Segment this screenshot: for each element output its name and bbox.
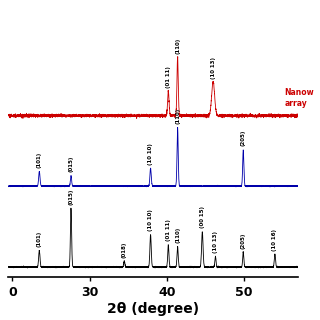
- Text: (10 10): (10 10): [148, 209, 153, 231]
- Text: (018): (018): [122, 241, 127, 258]
- Text: (015): (015): [68, 188, 74, 205]
- Text: (101): (101): [37, 152, 42, 168]
- Text: (015): (015): [68, 156, 74, 172]
- X-axis label: 2θ (degree): 2θ (degree): [107, 302, 199, 316]
- Text: (205): (205): [241, 130, 246, 146]
- Text: (110): (110): [175, 108, 180, 124]
- Text: Nanow
array: Nanow array: [284, 88, 314, 108]
- Text: (205): (205): [241, 233, 246, 249]
- Text: (110): (110): [175, 38, 180, 54]
- Text: (10 13): (10 13): [213, 231, 218, 253]
- Text: (01 11): (01 11): [166, 66, 171, 88]
- Text: (01 11): (01 11): [166, 219, 171, 241]
- Text: (00 15): (00 15): [200, 206, 205, 228]
- Text: (10 10): (10 10): [148, 143, 153, 165]
- Text: (10 13): (10 13): [211, 57, 216, 79]
- Text: (110): (110): [175, 227, 180, 243]
- Text: (10 16): (10 16): [272, 228, 277, 251]
- Text: (101): (101): [37, 231, 42, 247]
